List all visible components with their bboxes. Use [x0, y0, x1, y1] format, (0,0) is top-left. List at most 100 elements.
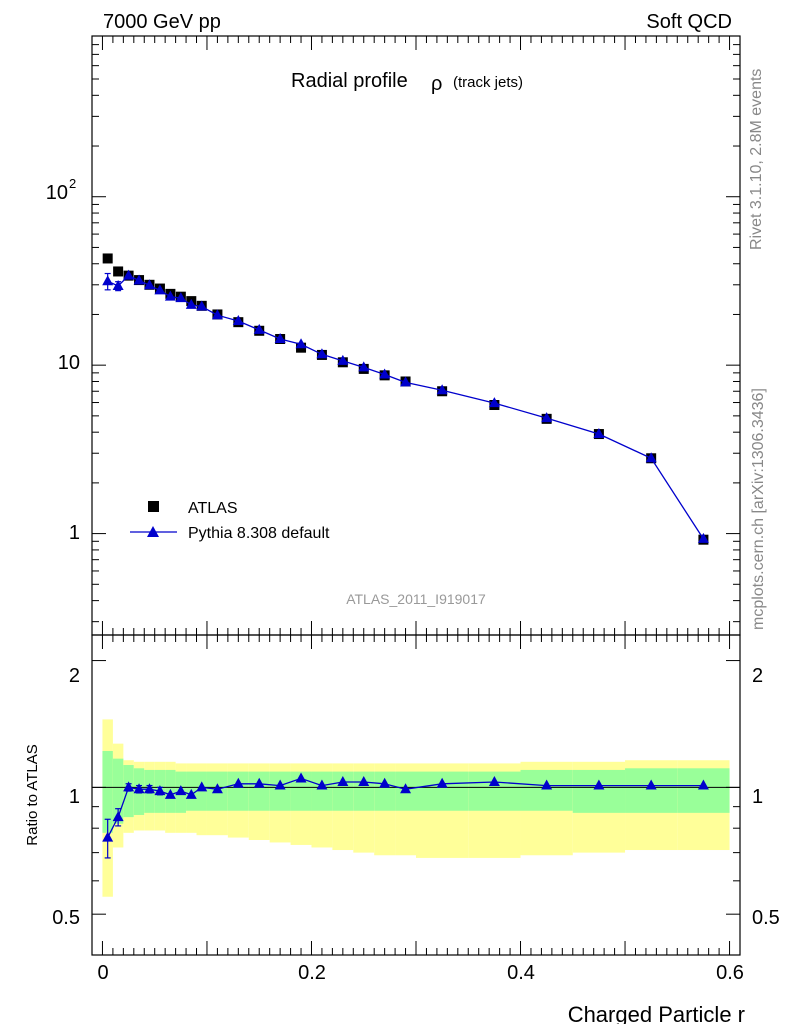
ratio-point: [253, 777, 265, 788]
pythia-point: [175, 292, 187, 303]
band-inner-bin: [269, 771, 291, 811]
xtick-label-0.6: 0.6: [716, 962, 744, 984]
header-category: Soft QCD: [646, 11, 732, 33]
band-inner-bin: [374, 771, 396, 811]
ratio-point: [133, 783, 145, 794]
band-inner-bin: [311, 771, 333, 811]
ratio-point: [697, 779, 709, 790]
plot-title: Radial profile: [291, 70, 408, 92]
ratio-ytick-1-right: 1: [752, 786, 763, 808]
legend-pythia-marker: [147, 526, 159, 537]
plot-title-suffix: (track jets): [453, 74, 523, 91]
pythia-point: [164, 290, 176, 301]
ratio-point: [436, 777, 448, 788]
xtick-label-0.2: 0.2: [298, 962, 326, 984]
ratio-ytick-0.5-right: 0.5: [752, 907, 780, 929]
legend-pythia-label: Pythia 8.308 default: [188, 525, 330, 542]
pythia-point: [358, 361, 370, 372]
pythia-point: [436, 384, 448, 395]
watermark: ATLAS_2011_I919017: [346, 591, 486, 607]
band-inner-bin: [520, 769, 573, 811]
ratio-point: [295, 772, 307, 783]
ratio-point: [400, 783, 412, 794]
band-inner-bin: [416, 771, 469, 811]
pythia-point: [400, 376, 412, 387]
band-inner-bin: [677, 768, 730, 813]
ratio-ytick-2: 2: [69, 665, 80, 687]
data-series: [102, 253, 709, 859]
ytick-label-1: 1: [69, 522, 80, 544]
ytick-label-10: 10: [58, 352, 80, 374]
ratio-ytick-0.5: 0.5: [52, 907, 80, 929]
pythia-point: [379, 368, 391, 379]
ytick-label-100-exp: 2: [69, 176, 76, 191]
pythia-point: [697, 532, 709, 543]
main-plot-frame: [91, 35, 741, 636]
legend-atlas-label: ATLAS: [188, 500, 238, 517]
pythia-point: [112, 280, 124, 291]
ratio-point: [102, 831, 114, 842]
ratio-y-axis-label: Ratio to ATLAS: [24, 744, 41, 845]
ratio-point: [185, 788, 197, 799]
band-inner-bin: [227, 771, 249, 811]
pythia-point: [253, 323, 265, 334]
ratio-point: [593, 779, 605, 790]
ratio-point: [164, 788, 176, 799]
pythia-point: [337, 354, 349, 365]
rivet-info: Rivet 3.1.10, 2.8M events: [748, 69, 765, 250]
pythia-point: [541, 412, 553, 423]
atlas-point: [102, 253, 113, 264]
ratio-point: [541, 779, 553, 790]
band-inner-bin: [112, 758, 124, 824]
ratio-point: [274, 779, 286, 790]
ratio-uncertainty-bands: [102, 719, 730, 897]
pythia-point: [232, 314, 244, 325]
band-inner-bin: [625, 768, 678, 813]
pythia-point: [488, 397, 500, 408]
legend-atlas-marker: [148, 501, 159, 512]
ratio-point: [112, 811, 124, 822]
ratio-point: [488, 775, 500, 786]
xtick-label-0.4: 0.4: [507, 962, 535, 984]
xtick-label-0: 0: [97, 962, 108, 984]
pythia-point: [143, 279, 155, 290]
band-inner-bin: [102, 750, 113, 833]
band-inner-bin: [572, 769, 626, 813]
ytick-label-100: 10: [46, 182, 68, 204]
x-axis-label: Charged Particle r: [568, 1002, 745, 1024]
ratio-point: [379, 777, 391, 788]
source-info: mcplots.cern.ch [arXiv:1306.3436]: [750, 388, 767, 630]
ratio-point: [337, 775, 349, 786]
band-inner-bin: [290, 771, 312, 811]
pythia-point: [295, 338, 307, 349]
ratio-point: [645, 779, 657, 790]
ratio-point: [175, 785, 187, 796]
pythia-point: [154, 284, 166, 295]
atlas-point: [113, 266, 124, 277]
pythia-point: [645, 452, 657, 463]
ratio-point: [196, 781, 208, 792]
pythia-point: [185, 298, 197, 309]
band-inner-bin: [248, 771, 270, 811]
ratio-point: [154, 785, 166, 796]
ratio-ytick-2-right: 2: [752, 665, 763, 687]
pythia-point: [133, 274, 145, 285]
pythia-point: [196, 300, 208, 311]
pythia-point: [102, 275, 114, 286]
header-energy: 7000 GeV pp: [103, 11, 221, 33]
ratio-ytick-1: 1: [69, 786, 80, 808]
ratio-point: [211, 783, 223, 794]
pythia-point: [593, 428, 605, 439]
ratio-point: [358, 775, 370, 786]
ratio-point: [316, 779, 328, 790]
pythia-point: [274, 332, 286, 343]
pythia-point: [211, 309, 223, 320]
pythia-point: [316, 348, 328, 359]
ratio-point: [143, 783, 155, 794]
axis-ticks: [92, 35, 740, 956]
plot-title-symbol: ρ: [431, 73, 442, 95]
ratio-point: [232, 777, 244, 788]
ratio-point: [123, 781, 135, 792]
pythia-point: [123, 269, 135, 280]
